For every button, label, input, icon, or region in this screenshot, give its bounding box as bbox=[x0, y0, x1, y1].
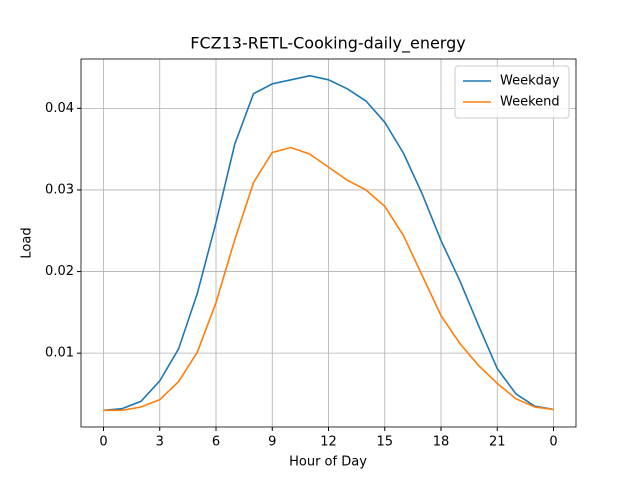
y-axis-label: Load bbox=[20, 227, 35, 258]
x-tick-label: 15 bbox=[376, 435, 393, 450]
y-tick-label: 0.02 bbox=[45, 264, 74, 279]
x-tick-label: 18 bbox=[433, 435, 450, 450]
x-tick-label: 21 bbox=[489, 435, 506, 450]
line bbox=[103, 146, 554, 412]
x-tick-label: 9 bbox=[268, 435, 276, 450]
plot-frame bbox=[80, 58, 577, 428]
legend-box bbox=[454, 65, 570, 119]
x-tick-label: 0 bbox=[99, 435, 107, 450]
x-axis-label: Hour of Day bbox=[289, 455, 367, 470]
chart-title: FCZ13-RETL-Cooking-daily_energy bbox=[190, 34, 465, 54]
y-tick-label: 0.03 bbox=[45, 182, 74, 197]
x-tick-label: 3 bbox=[156, 435, 164, 450]
x-tick-label: 12 bbox=[320, 435, 337, 450]
y-tick-label: 0.04 bbox=[45, 101, 74, 116]
x-tick-label: 0 bbox=[549, 435, 557, 450]
legend-label: Weekend bbox=[500, 95, 560, 110]
y-tick-label: 0.01 bbox=[45, 346, 74, 361]
line bbox=[103, 74, 554, 412]
legend-label: Weekday bbox=[500, 74, 560, 89]
x-tick-label: 6 bbox=[212, 435, 220, 450]
